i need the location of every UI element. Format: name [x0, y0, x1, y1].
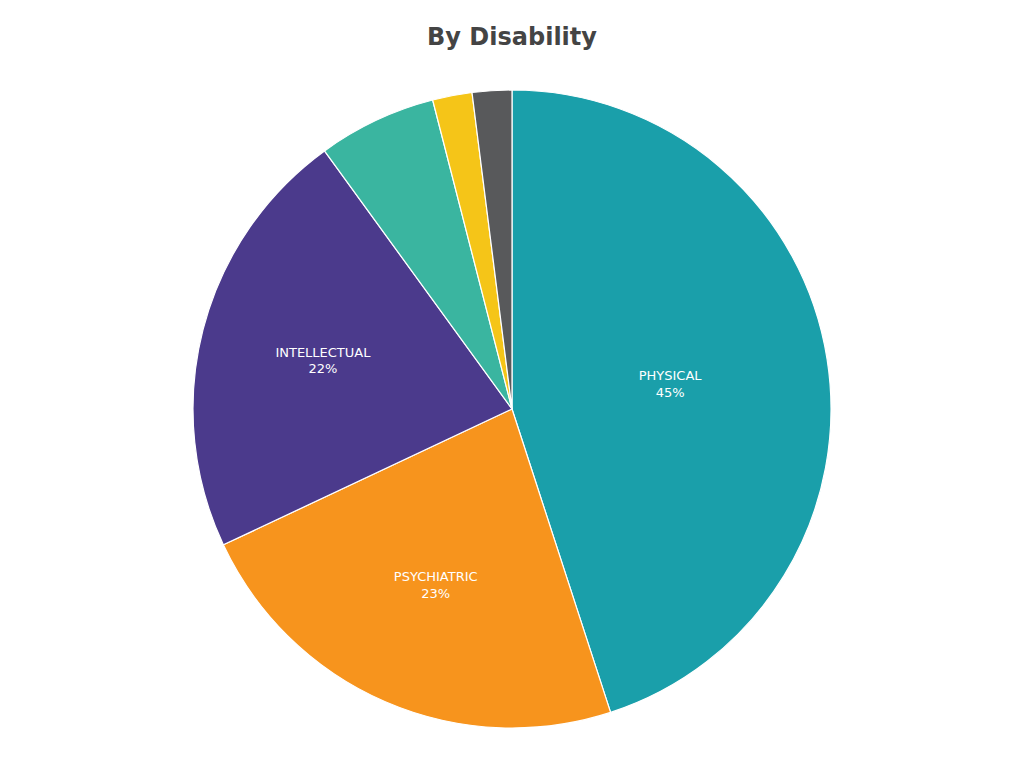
svg-text:INTELLECTUAL22%: INTELLECTUAL22%: [275, 345, 371, 377]
svg-text:By Disability: By Disability: [427, 23, 597, 51]
svg-text:PSYCHIATRIC23%: PSYCHIATRIC23%: [394, 569, 478, 601]
svg-text:PHYSICAL45%: PHYSICAL45%: [639, 368, 703, 400]
